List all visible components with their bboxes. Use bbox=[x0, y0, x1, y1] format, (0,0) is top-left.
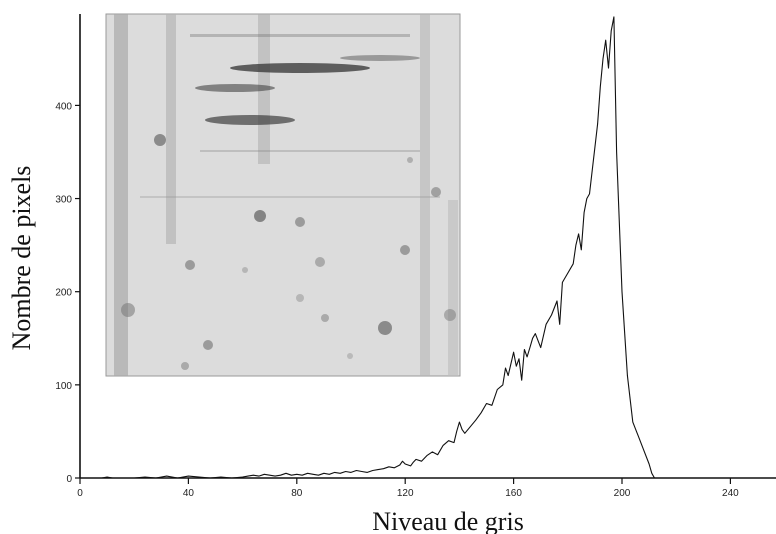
x-tick-label: 0 bbox=[77, 488, 83, 499]
y-tick-label: 400 bbox=[55, 101, 72, 112]
y-tick-label: 100 bbox=[55, 381, 72, 392]
y-tick-label: 200 bbox=[55, 288, 72, 299]
x-tick-label: 160 bbox=[505, 488, 522, 499]
x-tick-label: 200 bbox=[614, 488, 631, 499]
x-tick-label: 40 bbox=[183, 488, 195, 499]
y-axis-title: Nombre de pixels bbox=[7, 166, 36, 351]
x-tick-label: 80 bbox=[291, 488, 303, 499]
y-ticks: 0 100 200 300 400 bbox=[55, 101, 80, 485]
x-tick-label: 240 bbox=[722, 488, 739, 499]
x-tick-label: 120 bbox=[397, 488, 414, 499]
series-line bbox=[80, 16, 655, 479]
y-tick-label: 0 bbox=[66, 474, 72, 485]
y-tick-label: 300 bbox=[55, 195, 72, 206]
axes bbox=[79, 14, 776, 479]
x-axis-title: Niveau de gris bbox=[372, 507, 524, 534]
gel-image-inset bbox=[105, 13, 461, 377]
x-ticks: 0 40 80 120 160 200 240 bbox=[77, 478, 739, 499]
